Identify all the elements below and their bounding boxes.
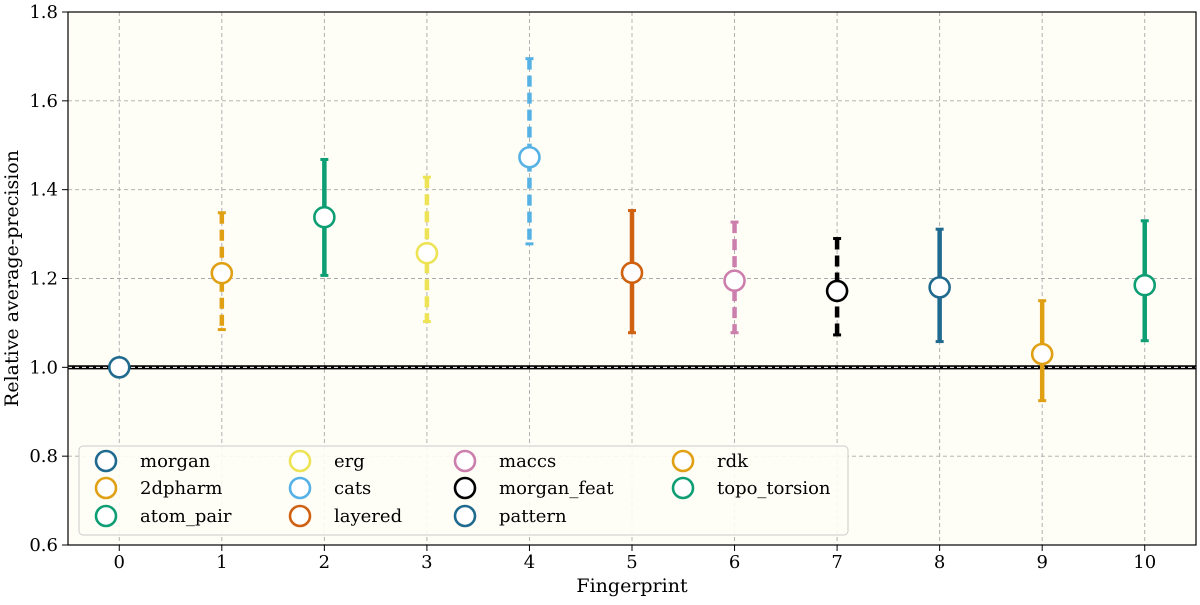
marker-2dpharm bbox=[210, 261, 234, 285]
legend-item-rdk: rdk bbox=[671, 449, 749, 473]
x-tick-label: 4 bbox=[524, 552, 535, 573]
series-atom_pair bbox=[313, 157, 336, 277]
axes: 0 1 2 3 4 5 6 7 8 9 10 0.6 0.8 1.0 1.2 1.4 1.6 1.8 bbox=[29, 2, 1156, 573]
marker-rdk bbox=[1030, 342, 1054, 366]
legend-marker bbox=[671, 449, 695, 473]
legend-marker bbox=[94, 449, 118, 473]
marker-morgan_feat bbox=[825, 279, 849, 303]
x-axis-label: Fingerprint bbox=[576, 575, 688, 597]
legend-marker bbox=[453, 504, 477, 528]
series-layered bbox=[620, 209, 644, 335]
y-tick-label: 1.8 bbox=[29, 2, 58, 23]
legend-label: atom_pair bbox=[140, 506, 232, 527]
legend-item-pattern: pattern bbox=[453, 504, 567, 528]
series-topo_torsion bbox=[1133, 219, 1157, 343]
legend-item-maccs: maccs bbox=[453, 449, 556, 473]
series-erg bbox=[415, 175, 439, 324]
marker-maccs bbox=[723, 269, 746, 293]
legend-label: topo_torsion bbox=[717, 478, 831, 499]
marker-morgan bbox=[107, 356, 131, 379]
legend-marker bbox=[453, 449, 477, 473]
legend-label: rdk bbox=[717, 451, 749, 472]
series-group bbox=[107, 57, 1157, 403]
x-tick-label: 9 bbox=[1036, 552, 1047, 573]
x-tick-label: 6 bbox=[729, 552, 740, 573]
marker-topo_torsion bbox=[1133, 273, 1157, 297]
legend-item-topo_torsion: topo_torsion bbox=[671, 476, 831, 500]
legend-marker bbox=[288, 476, 312, 500]
legend-marker bbox=[671, 476, 695, 500]
legend-label: cats bbox=[334, 478, 371, 499]
series-2dpharm bbox=[210, 211, 234, 332]
legend-marker bbox=[288, 449, 312, 473]
legend-item-atom_pair: atom_pair bbox=[94, 504, 232, 528]
legend-marker bbox=[288, 504, 312, 528]
legend-item-layered: layered bbox=[288, 504, 402, 528]
x-tick-label: 3 bbox=[421, 552, 432, 573]
legend-item-morgan: morgan bbox=[94, 449, 211, 473]
series-rdk bbox=[1030, 299, 1054, 403]
legend-item-erg: erg bbox=[288, 449, 365, 473]
series-morgan bbox=[107, 356, 131, 379]
marker-erg bbox=[415, 241, 439, 265]
y-tick-label: 0.8 bbox=[29, 446, 58, 467]
y-tick-label: 1.6 bbox=[29, 91, 58, 112]
legend-label: layered bbox=[334, 506, 402, 527]
x-tick-label: 8 bbox=[934, 552, 945, 573]
y-tick-label: 1.4 bbox=[29, 180, 58, 201]
y-tick-label: 1.2 bbox=[29, 269, 58, 290]
legend-item-morgan_feat: morgan_feat bbox=[453, 476, 614, 500]
legend-label: morgan bbox=[140, 451, 211, 472]
x-tick-label: 10 bbox=[1133, 552, 1156, 573]
legend-item-2dpharm: 2dpharm bbox=[94, 476, 223, 500]
legend-label: pattern bbox=[499, 506, 567, 527]
x-tick-label: 1 bbox=[216, 552, 227, 573]
legend-label: maccs bbox=[499, 451, 556, 472]
series-pattern bbox=[928, 227, 951, 344]
y-tick-label: 1.0 bbox=[29, 357, 58, 378]
x-tick-label: 5 bbox=[626, 552, 637, 573]
legend-label: erg bbox=[334, 451, 365, 472]
legend-marker bbox=[94, 504, 118, 528]
x-tick-label: 7 bbox=[831, 552, 842, 573]
legend-label: 2dpharm bbox=[140, 478, 223, 499]
legend: morgan 2dpharm atom_pair erg cats layered macc… bbox=[78, 445, 849, 536]
legend-item-cats: cats bbox=[288, 476, 371, 500]
x-tick-label: 0 bbox=[114, 552, 125, 573]
marker-pattern bbox=[928, 276, 951, 299]
series-cats bbox=[518, 57, 541, 246]
x-tick-label: 2 bbox=[319, 552, 330, 573]
legend-marker bbox=[94, 476, 118, 500]
y-tick-label: 0.6 bbox=[29, 535, 58, 556]
series-maccs bbox=[723, 220, 746, 335]
legend-marker bbox=[453, 476, 477, 500]
legend-label: morgan_feat bbox=[499, 478, 614, 499]
marker-cats bbox=[518, 145, 541, 169]
marker-atom_pair bbox=[313, 205, 336, 229]
marker-layered bbox=[620, 261, 644, 285]
y-axis-label: Relative average-precision bbox=[1, 150, 23, 407]
series-morgan_feat bbox=[825, 237, 849, 337]
